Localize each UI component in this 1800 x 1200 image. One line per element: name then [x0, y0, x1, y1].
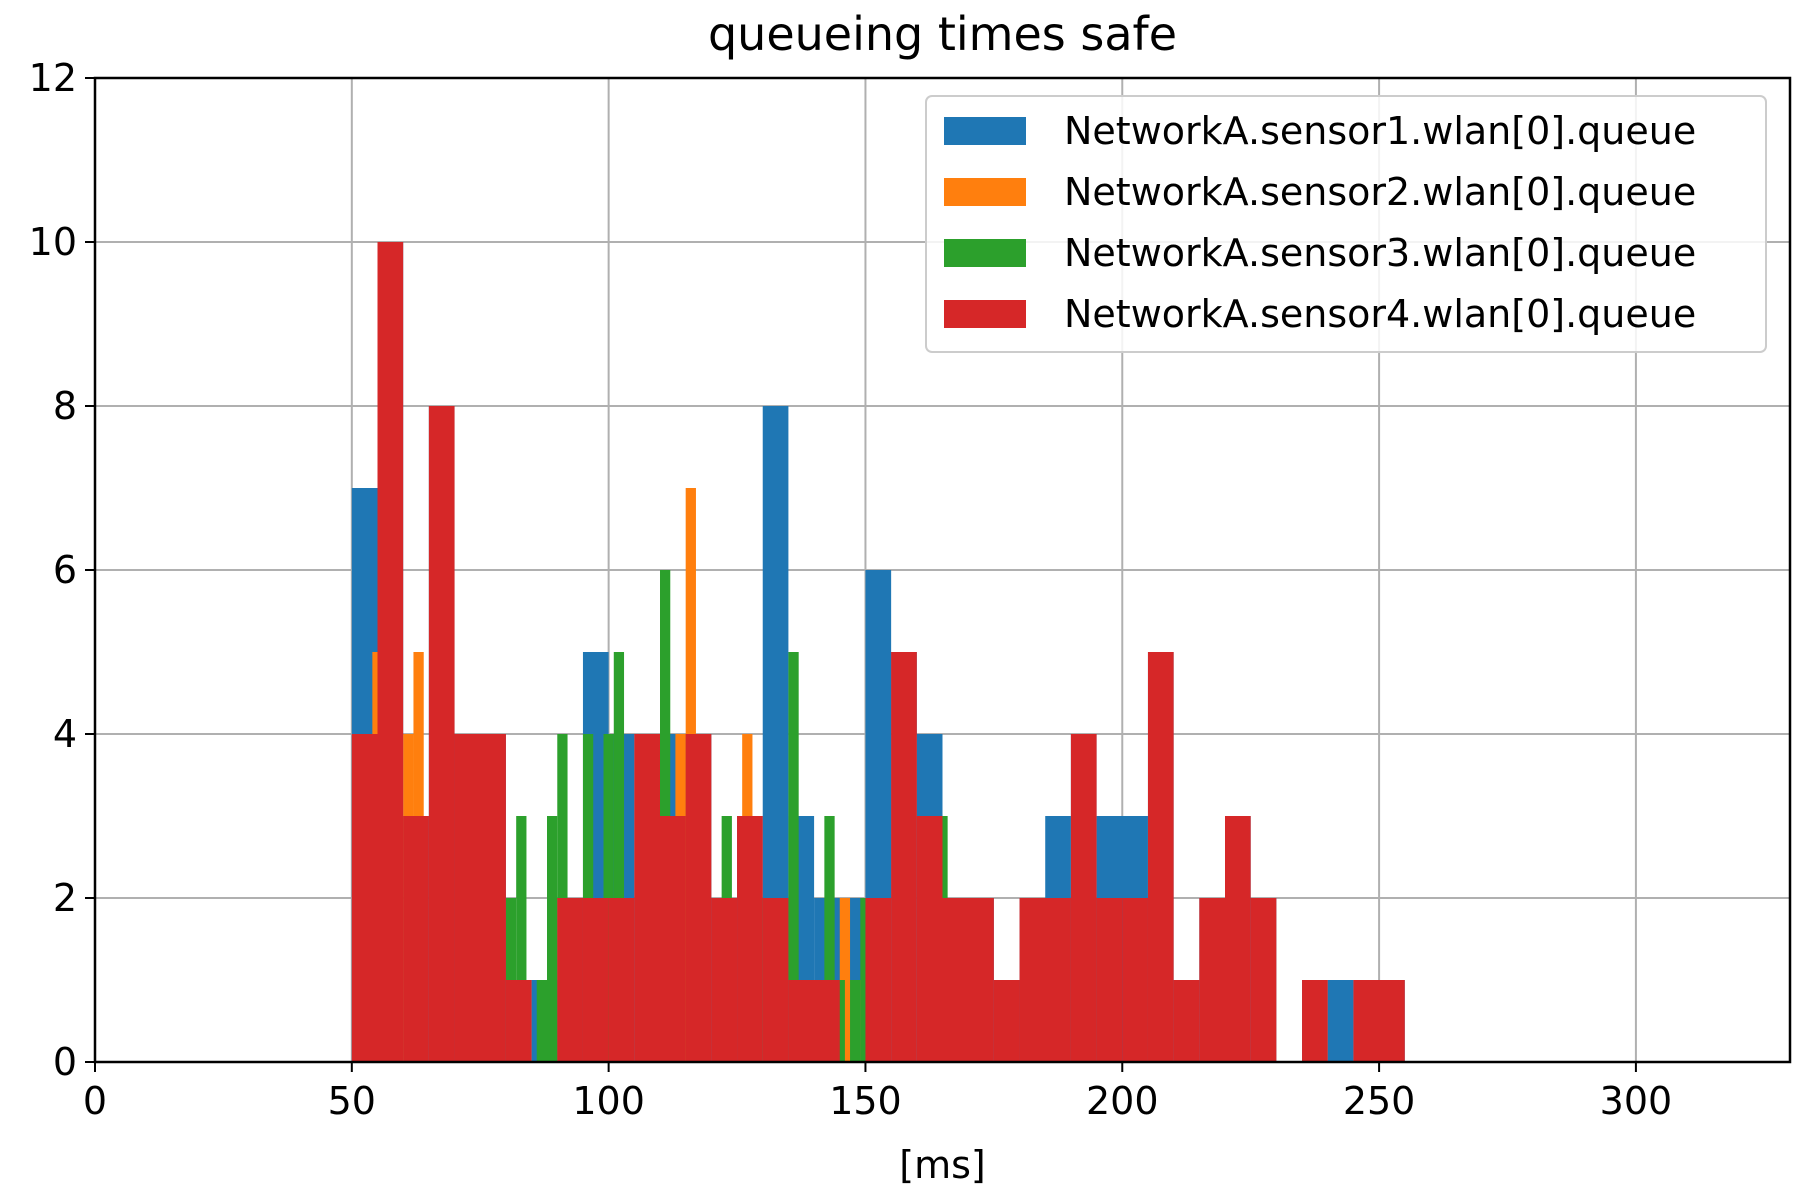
y-tick-label: 8: [53, 384, 77, 428]
x-tick-label: 50: [328, 1079, 376, 1123]
series-4-bars: [351, 242, 1405, 1062]
histogram-bar: [660, 816, 686, 1062]
histogram-bar: [788, 652, 799, 1062]
histogram-bar: [1302, 980, 1328, 1062]
legend-label: NetworkA.sensor2.wlan[0].queue: [1064, 170, 1696, 214]
histogram-bar: [737, 816, 763, 1062]
histogram-bar: [860, 898, 866, 1062]
legend: NetworkA.sensor1.wlan[0].queue NetworkA.s…: [925, 95, 1767, 353]
legend-label: NetworkA.sensor4.wlan[0].queue: [1064, 292, 1696, 336]
histogram-bar: [824, 816, 835, 1062]
histogram-bar: [403, 816, 429, 1062]
histogram-bar: [608, 898, 635, 1062]
bars: [351, 242, 1405, 1062]
x-tick-label: 0: [83, 1079, 107, 1123]
x-tick-label: 100: [572, 1079, 645, 1123]
histogram-bar: [428, 406, 455, 1062]
y-tick-label: 4: [53, 712, 77, 756]
x-tick-label: 250: [1343, 1079, 1416, 1123]
histogram-bar: [516, 816, 527, 1062]
legend-box: [925, 95, 1767, 353]
histogram-bar: [993, 980, 1020, 1062]
histogram-bar: [1147, 652, 1174, 1062]
legend-item: NetworkA.sensor1.wlan[0].queue: [944, 109, 1696, 153]
histogram-bar: [377, 242, 404, 1062]
legend-swatch: [944, 117, 1026, 145]
histogram-bar: [1019, 898, 1071, 1062]
histogram-bar: [942, 898, 994, 1062]
legend-item: NetworkA.sensor2.wlan[0].queue: [944, 170, 1696, 214]
histogram-bar: [762, 898, 789, 1062]
histogram-bar: [865, 898, 892, 1062]
histogram-bar: [891, 652, 917, 1062]
x-tick-label: 300: [1600, 1079, 1673, 1123]
histogram-bar: [1250, 898, 1277, 1062]
histogram-bar: [1225, 816, 1251, 1062]
histogram-bar: [613, 652, 625, 1062]
y-tick-label: 12: [29, 56, 77, 100]
x-tick-label: 200: [1086, 1079, 1159, 1123]
histogram-bar: [685, 734, 712, 1062]
histogram-bar: [351, 734, 378, 1062]
legend-label: NetworkA.sensor3.wlan[0].queue: [1064, 231, 1696, 275]
legend-swatch: [944, 178, 1026, 206]
y-tick-label: 6: [53, 548, 77, 592]
histogram-bar: [557, 898, 583, 1062]
legend-swatch: [944, 300, 1026, 328]
histogram-bar: [547, 816, 558, 1062]
x-axis-title: [ms]: [899, 1143, 985, 1187]
histogram-bar: [1122, 898, 1148, 1062]
y-tick-label: 2: [53, 876, 77, 920]
histogram-bar: [850, 980, 861, 1062]
legend-item: NetworkA.sensor3.wlan[0].queue: [944, 231, 1696, 275]
histogram-bar: [1199, 898, 1225, 1062]
histogram-bar: [1327, 980, 1354, 1062]
histogram-bar: [634, 734, 660, 1062]
histogram-bar: [1173, 980, 1200, 1062]
chart-title: queueing times safe: [708, 7, 1177, 61]
x-tick-label: 150: [829, 1079, 902, 1123]
ticks: 0 50 100 150 200 250 300 0 2 4 6 8 10 12: [29, 56, 1673, 1123]
legend-swatch: [944, 239, 1026, 267]
legend-item: NetworkA.sensor4.wlan[0].queue: [944, 292, 1696, 336]
y-tick-label: 0: [53, 1040, 77, 1084]
histogram-bar: [916, 816, 943, 1062]
histogram-bar: [788, 980, 840, 1062]
histogram-bar: [582, 898, 609, 1062]
histogram-bar: [454, 734, 506, 1062]
histogram-bar: [536, 980, 547, 1062]
histogram-bar: [1096, 898, 1123, 1062]
histogram-bar: [1070, 734, 1097, 1062]
histogram-bar: [1353, 980, 1405, 1062]
legend-label: NetworkA.sensor1.wlan[0].queue: [1064, 109, 1696, 153]
histogram-bar: [711, 898, 738, 1062]
histogram-bar: [505, 980, 532, 1062]
y-tick-label: 10: [29, 220, 77, 264]
